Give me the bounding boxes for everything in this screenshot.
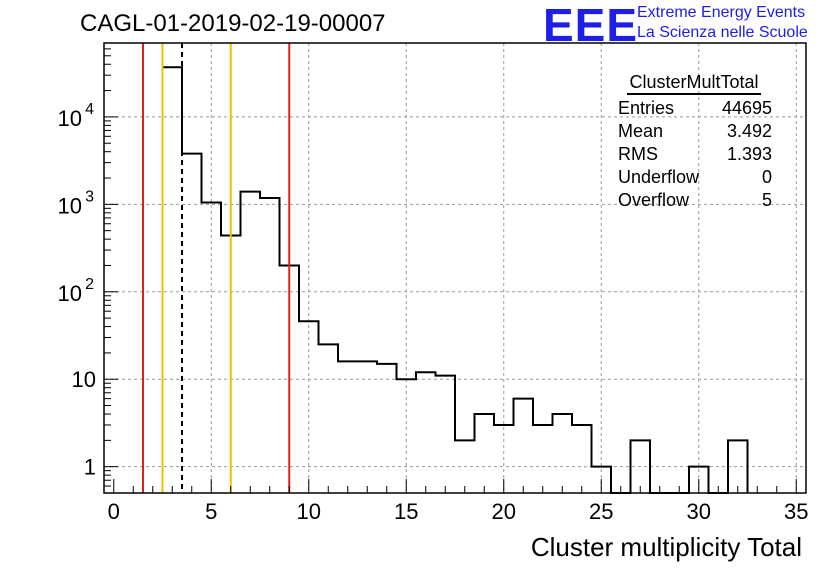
logo-line-2: La Scienza nelle Scuole	[637, 24, 808, 41]
y-tick-label: 1	[84, 455, 96, 480]
y-tick-label: 10	[58, 281, 82, 306]
x-tick-label: 20	[492, 499, 516, 524]
stats-label: Overflow	[618, 190, 690, 210]
x-tick-label: 25	[589, 499, 613, 524]
x-axis-label: Cluster multiplicity Total	[530, 532, 802, 562]
y-tick-label: 10	[72, 367, 96, 392]
x-tick-label: 30	[687, 499, 711, 524]
chart-title: CAGL-01-2019-02-19-00007	[80, 10, 386, 37]
histogram-bin	[202, 202, 222, 493]
y-tick-label: 10	[58, 106, 82, 131]
histogram-bin	[436, 376, 456, 493]
x-tick-label: 15	[394, 499, 418, 524]
histogram-outline	[161, 66, 749, 494]
stats-label: Underflow	[618, 167, 700, 187]
stats-value: 0	[761, 167, 772, 187]
histogram-bin	[163, 67, 183, 493]
histogram-bin	[299, 321, 319, 493]
stats-label: Entries	[618, 98, 675, 118]
stats-title: ClusterMultTotal	[627, 72, 761, 95]
histogram-bin	[241, 192, 261, 493]
stats-value: 1.393	[726, 144, 772, 164]
stats-row-rms: RMS 1.393	[610, 143, 778, 166]
histogram-bin	[553, 414, 573, 493]
y-tick-label: 10	[58, 193, 82, 218]
histogram-bin	[416, 372, 436, 493]
stats-label: Mean	[618, 121, 664, 141]
y-tick-exponent: 2	[85, 276, 94, 293]
x-tick-label: 35	[784, 499, 808, 524]
x-tick-label: 10	[297, 499, 321, 524]
y-tick-exponent: 4	[85, 101, 94, 118]
x-tick-label: 0	[108, 499, 120, 524]
logo-line-1: Extreme Energy Events	[637, 4, 806, 21]
histogram-bin	[377, 364, 397, 493]
plot-frame	[103, 42, 807, 494]
stats-box: ClusterMultTotal Entries 44695 Mean 3.49…	[610, 72, 778, 212]
histogram-bin	[475, 414, 495, 493]
histogram-bin	[319, 344, 339, 493]
stats-row-entries: Entries 44695	[610, 97, 778, 120]
stats-label: RMS	[618, 144, 658, 164]
histogram-bin	[338, 361, 358, 493]
x-tick-label: 5	[205, 499, 217, 524]
stats-value: 3.492	[726, 121, 772, 141]
histogram-bin	[514, 399, 534, 493]
stats-row-overflow: Overflow 5	[610, 189, 778, 212]
stats-value: 44695	[721, 98, 772, 118]
histogram-bin	[260, 198, 280, 493]
stats-row-mean: Mean 3.492	[610, 120, 778, 143]
stats-value: 5	[761, 190, 772, 210]
eee-logo: EEE	[543, 0, 639, 51]
histogram-bin	[572, 425, 592, 493]
histogram-bin	[358, 361, 378, 493]
stats-row-underflow: Underflow 0	[610, 166, 778, 189]
histogram-bin	[533, 425, 553, 493]
y-tick-exponent: 3	[85, 188, 94, 205]
